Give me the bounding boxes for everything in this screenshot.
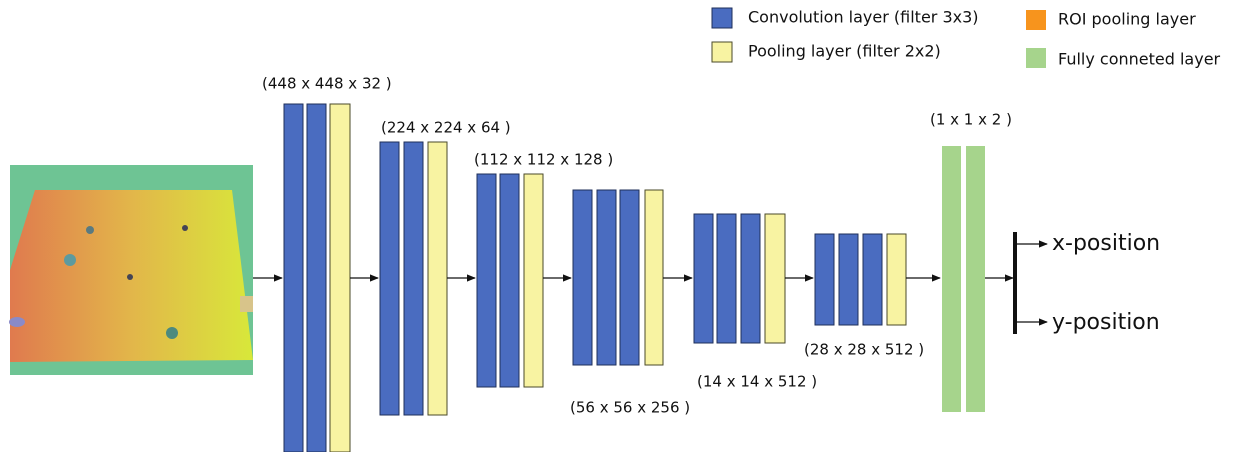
conv-layer [404,142,423,415]
diagram: (448 x 448 x 32 ) (224 x 224 x 64 ) (112… [0,0,1249,452]
pool-layer [330,104,350,452]
pool-layer [887,234,906,325]
conv-layer [477,174,496,387]
conv-layer [839,234,858,325]
conv-layer [620,190,639,365]
conv-layer [380,142,399,415]
pool-layer [645,190,663,365]
legend-swatch [1026,10,1046,30]
input-image [9,165,253,375]
output-label: x-position [1052,231,1160,256]
legend-label: Pooling layer (filter 2x2) [748,42,941,61]
fc-layer [942,146,961,412]
pool-layer [765,214,785,343]
legend-swatch [1026,48,1046,68]
pool-layer [428,142,447,415]
legend: Convolution layer (filter 3x3) Pooling l… [712,8,1221,69]
layer-label: (112 x 112 x 128 ) [474,151,613,169]
legend-label: Fully conneted layer [1058,50,1221,69]
conv-layer [307,104,326,452]
conv-layer [500,174,519,387]
layer-label: (56 x 56 x 256 ) [570,399,690,417]
conv-layer [741,214,760,343]
legend-swatch [712,42,732,62]
fc-layer [966,146,985,412]
conv-layer [284,104,303,452]
layer-label: (448 x 448 x 32 ) [262,75,392,93]
legend-swatch [712,8,732,28]
pool-layer [524,174,543,387]
conv-layer [573,190,592,365]
conv-layer [597,190,616,365]
conv-layer [717,214,736,343]
layer-label: (14 x 14 x 512 ) [697,373,817,391]
layer-label: (224 x 224 x 64 ) [381,119,511,137]
legend-label: Convolution layer (filter 3x3) [748,8,979,27]
output-label: y-position [1052,310,1160,335]
conv-layer [815,234,834,325]
conv-layer [863,234,882,325]
conv-layer [694,214,713,343]
layer-label: (28 x 28 x 512 ) [804,341,924,359]
legend-label: ROI pooling layer [1058,10,1196,29]
layer-label: (1 x 1 x 2 ) [930,111,1012,129]
